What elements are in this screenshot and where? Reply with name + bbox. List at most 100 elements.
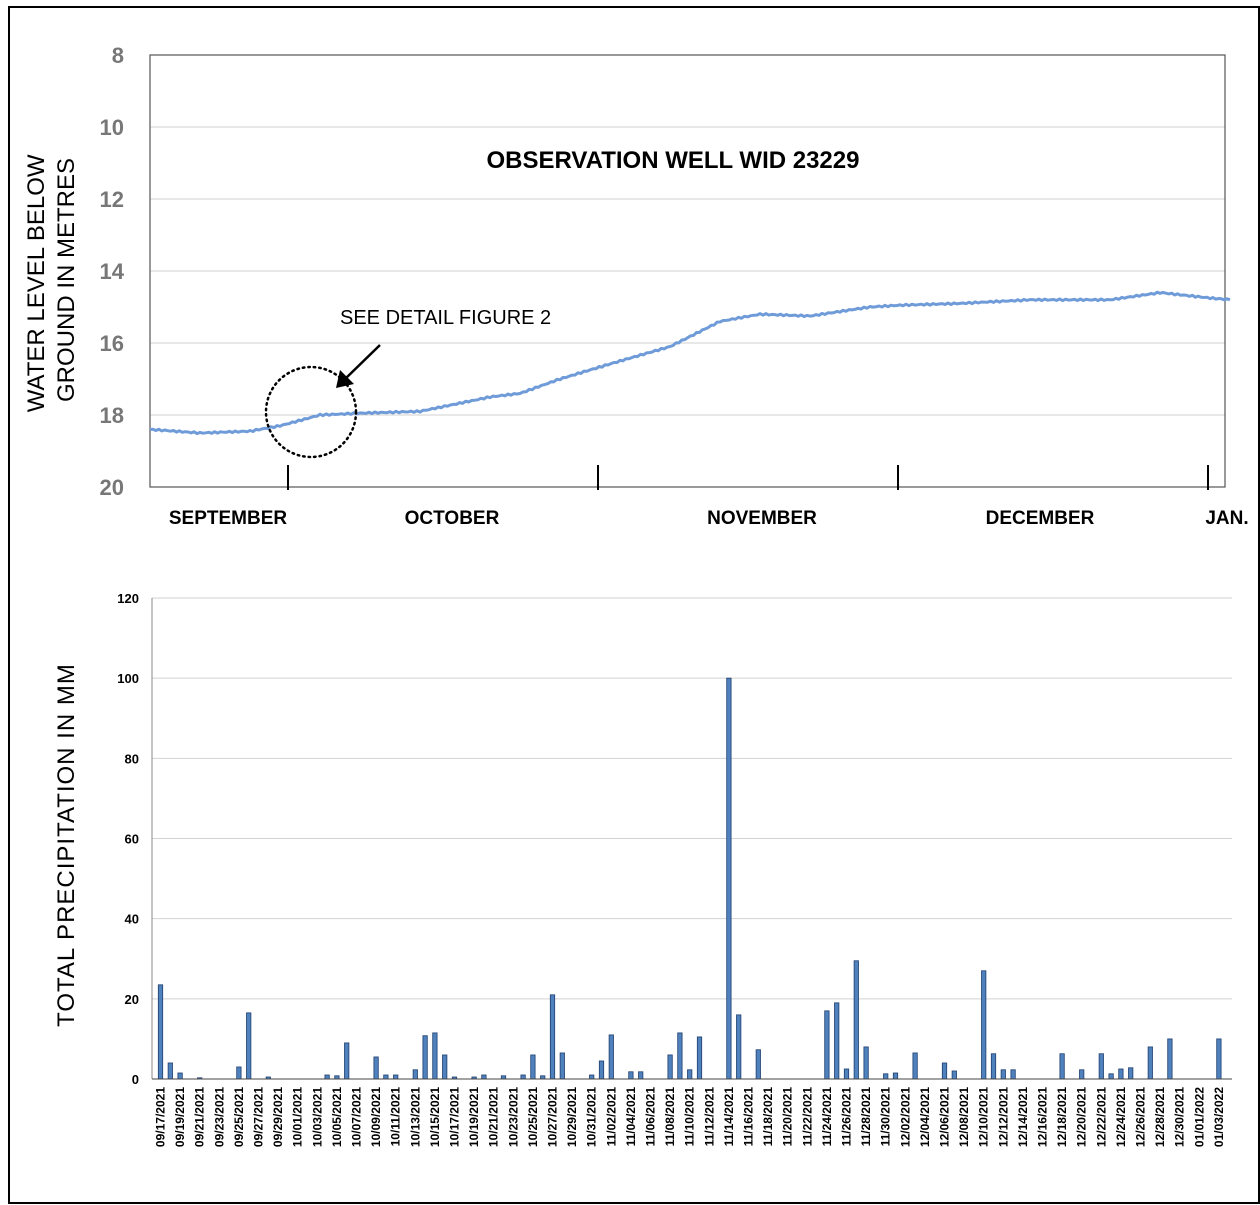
precip-bar-10/14/2021 (422, 1035, 428, 1080)
precip-bar-12/07/2021 (951, 1070, 957, 1080)
date-tick-10/27/2021: 10/27/2021 (546, 1087, 560, 1147)
precip-y-tick-label-60: 60 (125, 832, 139, 847)
precip-bar-09/17/2021 (157, 984, 164, 1080)
y-tick-label-18: 18 (100, 403, 124, 428)
month-label-3: DECEMBER (986, 508, 1095, 529)
precipitation-y-axis-label: TOTAL PRECIPITATION IN MM (53, 663, 80, 1027)
date-tick-10/09/2021: 10/09/2021 (369, 1087, 383, 1147)
date-tick-09/25/2021: 09/25/2021 (232, 1087, 246, 1147)
precip-bar-11/17/2021 (755, 1049, 761, 1080)
date-tick-10/11/2021: 10/11/2021 (389, 1087, 403, 1147)
date-tick-10/21/2021: 10/21/2021 (487, 1087, 501, 1147)
date-tick-09/19/2021: 09/19/2021 (173, 1087, 187, 1147)
precip-y-tick-label-20: 20 (125, 992, 139, 1007)
y-tick-label-20: 20 (100, 475, 124, 500)
date-tick-09/23/2021: 09/23/2021 (212, 1087, 226, 1147)
date-tick-11/20/2021: 11/20/2021 (781, 1087, 795, 1147)
date-tick-01/03/2022: 01/03/2022 (1212, 1087, 1226, 1147)
precip-bar-10/28/2021 (559, 1052, 565, 1080)
annotation-arrowhead (336, 370, 354, 388)
precipitation-bars (157, 677, 1222, 1080)
date-tick-11/02/2021: 11/02/2021 (604, 1087, 618, 1147)
precip-bar-12/20/2021 (1079, 1069, 1085, 1080)
date-tick-11/28/2021: 11/28/2021 (859, 1087, 873, 1147)
precip-bar-10/20/2021 (481, 1074, 487, 1080)
water-level-y-tick-labels: 8 10 12 14 16 18 20 (100, 43, 125, 500)
date-tick-10/13/2021: 10/13/2021 (408, 1087, 422, 1147)
precip-bar-11/28/2021 (863, 1046, 869, 1080)
precip-bar-10/16/2021 (442, 1054, 448, 1080)
y-tick-label-14: 14 (100, 259, 125, 284)
date-tick-09/21/2021: 09/21/2021 (193, 1087, 207, 1147)
figure-frame (8, 6, 1260, 1204)
precip-bar-10/04/2021 (324, 1074, 330, 1080)
date-tick-10/01/2021: 10/01/2021 (291, 1087, 305, 1147)
water-level-y-axis-label: WATER LEVEL BELOW GROUND IN METRES (23, 148, 80, 413)
date-tick-11/06/2021: 11/06/2021 (644, 1087, 658, 1147)
precip-bar-11/02/2021 (608, 1034, 614, 1080)
precip-bar-12/11/2021 (990, 1053, 997, 1080)
precip-bar-11/24/2021 (824, 1010, 830, 1080)
precip-bar-11/14/2021 (726, 677, 732, 1080)
detail-annotation: SEE DETAIL FIGURE 2 (264, 307, 551, 459)
date-tick-11/24/2021: 11/24/2021 (820, 1087, 834, 1147)
precip-bar-11/10/2021 (687, 1069, 693, 1080)
date-tick-11/12/2021: 11/12/2021 (702, 1087, 716, 1147)
precip-bar-10/09/2021 (373, 1056, 379, 1080)
y-tick-label-10: 10 (100, 115, 124, 140)
precip-bar-10/24/2021 (520, 1074, 526, 1080)
precip-bar-12/24/2021 (1118, 1068, 1124, 1080)
date-tick-10/23/2021: 10/23/2021 (506, 1087, 520, 1147)
precip-bar-10/31/2021 (589, 1074, 595, 1080)
date-tick-10/31/2021: 10/31/2021 (585, 1087, 599, 1147)
date-tick-10/25/2021: 10/25/2021 (526, 1087, 540, 1147)
precip-bar-11/04/2021 (628, 1071, 634, 1080)
date-tick-11/16/2021: 11/16/2021 (742, 1087, 756, 1147)
precip-bar-11/01/2021 (598, 1060, 605, 1080)
precipitation-chart: 0 20 40 60 80 100 120 TOTAL PRECIPITATION IN M… (53, 591, 1232, 1147)
date-tick-12/28/2021: 12/28/2021 (1153, 1087, 1167, 1147)
precip-bar-09/18/2021 (167, 1062, 173, 1080)
precip-bar-09/26/2021 (246, 1012, 252, 1080)
date-tick-10/05/2021: 10/05/2021 (330, 1087, 344, 1147)
date-tick-12/08/2021: 12/08/2021 (957, 1087, 971, 1147)
date-tick-12/06/2021: 12/06/2021 (938, 1087, 952, 1147)
date-tick-11/22/2021: 11/22/2021 (800, 1087, 814, 1147)
date-tick-10/07/2021: 10/07/2021 (350, 1087, 364, 1147)
precip-bar-12/27/2021 (1147, 1046, 1153, 1080)
precip-bar-12/10/2021 (981, 970, 987, 1080)
date-tick-12/24/2021: 12/24/2021 (1114, 1087, 1128, 1147)
precip-bar-10/25/2021 (530, 1054, 536, 1080)
date-tick-11/04/2021: 11/04/2021 (624, 1087, 638, 1147)
water-level-chart: 8 10 12 14 16 18 20 WATER LEVEL BELOW GROUND I… (23, 43, 1249, 529)
precip-bar-11/09/2021 (677, 1032, 683, 1080)
precip-bar-10/10/2021 (383, 1074, 389, 1080)
date-tick-11/18/2021: 11/18/2021 (761, 1087, 775, 1147)
precip-y-tick-label-0: 0 (132, 1072, 139, 1087)
date-tick-12/16/2021: 12/16/2021 (1036, 1087, 1050, 1147)
date-tick-10/15/2021: 10/15/2021 (428, 1087, 442, 1147)
precip-bar-12/29/2021 (1167, 1038, 1173, 1080)
precip-bar-01/03/2022 (1216, 1038, 1222, 1080)
date-tick-10/29/2021: 10/29/2021 (565, 1087, 579, 1147)
precip-bar-11/08/2021 (667, 1054, 673, 1080)
month-labels: SEPTEMBER OCTOBER NOVEMBER DECEMBER JAN. (169, 508, 1249, 529)
precip-bar-12/01/2021 (892, 1072, 899, 1080)
precip-bar-09/25/2021 (236, 1066, 242, 1080)
date-tick-12/10/2021: 12/10/2021 (977, 1087, 991, 1147)
date-tick-11/26/2021: 11/26/2021 (840, 1087, 854, 1147)
precip-bar-11/27/2021 (853, 960, 859, 1080)
date-tick-12/18/2021: 12/18/2021 (1055, 1087, 1069, 1147)
precip-bar-12/06/2021 (941, 1062, 948, 1080)
precip-bar-11/11/2021 (696, 1036, 703, 1080)
precip-bar-12/25/2021 (1128, 1067, 1134, 1080)
date-tick-12/02/2021: 12/02/2021 (898, 1087, 912, 1147)
month-tick-marks (287, 465, 1209, 490)
date-tick-01/01/2022: 01/01/2022 (1192, 1087, 1206, 1147)
date-tick-12/26/2021: 12/26/2021 (1134, 1087, 1148, 1147)
precip-bar-12/23/2021 (1108, 1073, 1114, 1080)
date-tick-09/29/2021: 09/29/2021 (271, 1087, 285, 1147)
precip-bar-11/26/2021 (843, 1068, 850, 1080)
date-tick-11/08/2021: 11/08/2021 (663, 1087, 677, 1147)
